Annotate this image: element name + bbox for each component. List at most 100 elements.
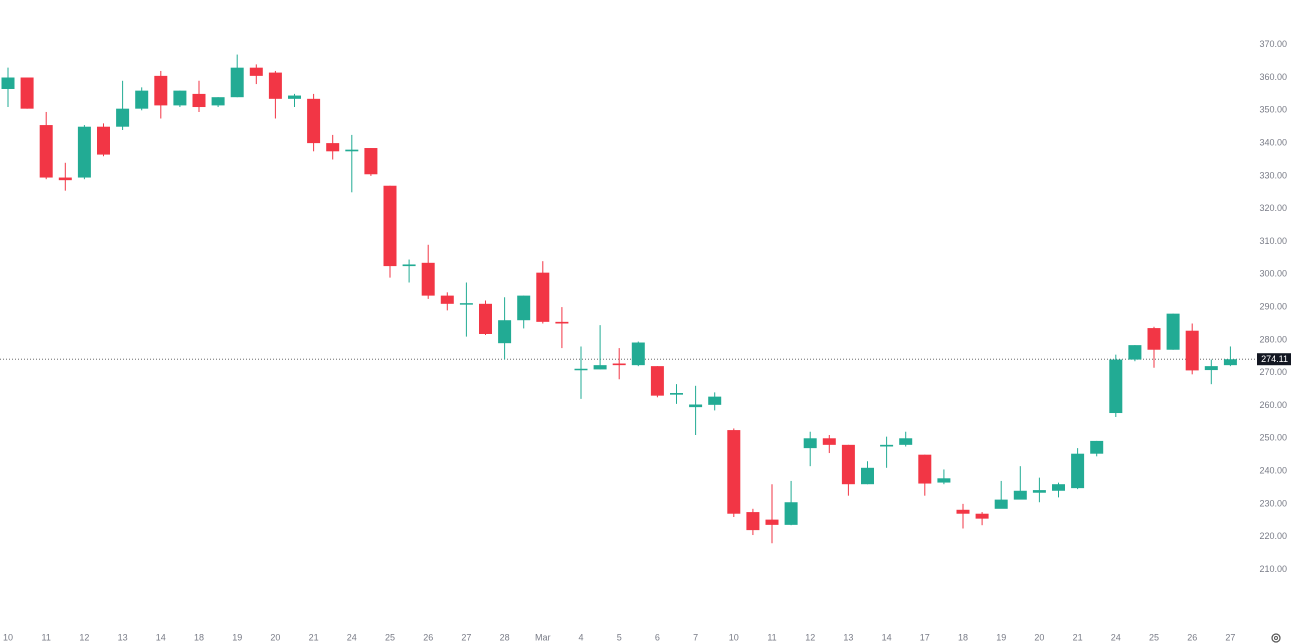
candle-body	[1090, 440, 1104, 454]
candle	[1223, 346, 1237, 367]
candle-body	[975, 513, 989, 519]
candle	[345, 134, 359, 193]
candle-body	[1052, 484, 1065, 491]
candle-body	[459, 303, 473, 305]
candle	[307, 93, 321, 152]
candle-body	[670, 393, 683, 395]
x-tick-label: 24	[1111, 632, 1121, 642]
candle-body	[345, 149, 359, 152]
candle-body	[440, 295, 454, 304]
candle	[880, 436, 894, 468]
y-tick-label: 280.00	[1259, 334, 1287, 344]
y-tick-label: 320.00	[1259, 203, 1287, 213]
candle	[364, 148, 378, 176]
candle	[689, 385, 703, 436]
candle	[536, 261, 550, 324]
candle-body	[918, 454, 932, 484]
x-tick-label: 27	[1225, 632, 1235, 642]
candle	[1032, 477, 1046, 503]
y-tick-label: 260.00	[1259, 400, 1287, 410]
candle-body	[746, 512, 760, 531]
candle	[956, 503, 970, 529]
candle-body	[230, 67, 244, 98]
y-tick-label: 230.00	[1259, 498, 1287, 508]
candle	[440, 292, 454, 311]
candle	[918, 454, 932, 496]
candle-body	[822, 438, 836, 445]
candle-body	[555, 321, 569, 324]
candle	[1204, 359, 1218, 385]
x-tick-label: 12	[805, 632, 815, 642]
candle-body	[1013, 490, 1027, 500]
candle-body	[1, 77, 15, 89]
x-tick-label: 26	[1187, 632, 1197, 642]
candle-body	[956, 509, 970, 514]
candle	[268, 70, 282, 119]
candle-body	[268, 72, 282, 99]
candle-body	[135, 90, 149, 109]
candle	[612, 348, 626, 380]
x-tick-label: 27	[461, 632, 471, 642]
candle-body	[173, 90, 187, 106]
candle	[402, 259, 416, 283]
candle-body	[1071, 453, 1085, 489]
x-tick-label: 20	[1034, 632, 1044, 642]
candle	[574, 346, 588, 399]
candle	[727, 428, 741, 517]
x-tick-label: 12	[79, 632, 89, 642]
candle-body	[1109, 359, 1123, 414]
candle-body	[288, 95, 301, 99]
y-tick-label: 210.00	[1259, 564, 1287, 574]
gear-hub	[1274, 636, 1278, 640]
candle-body	[498, 320, 512, 344]
x-tick-label: 26	[423, 632, 433, 642]
candle-body	[192, 93, 206, 108]
last-price-badge	[1257, 353, 1291, 366]
candle-body	[650, 366, 664, 396]
candle-body	[1185, 330, 1199, 371]
x-tick-label: 28	[500, 632, 510, 642]
candle	[459, 282, 473, 337]
candle-body	[211, 97, 225, 106]
x-tick-label: 14	[882, 632, 892, 642]
candle-body	[612, 363, 626, 366]
candle	[746, 508, 760, 536]
candle-body	[97, 126, 110, 155]
candle	[1166, 313, 1180, 350]
x-tick-label: 21	[1073, 632, 1083, 642]
x-tick-label: 19	[232, 632, 242, 642]
candle	[498, 297, 512, 360]
candle-body	[77, 126, 91, 178]
candle	[211, 97, 225, 108]
candle	[421, 244, 435, 299]
candle-body	[1204, 366, 1218, 371]
candle	[97, 123, 110, 157]
x-tick-label: 20	[270, 632, 280, 642]
candle-body	[574, 368, 588, 371]
x-tick-label: 18	[958, 632, 968, 642]
candle-body	[116, 108, 130, 127]
candle	[899, 431, 913, 447]
candle	[1013, 466, 1027, 500]
y-tick-label: 240.00	[1259, 465, 1287, 475]
candle	[593, 325, 607, 370]
candle	[784, 480, 798, 526]
x-tick-label: 24	[347, 632, 357, 642]
candle	[803, 431, 817, 467]
candle	[631, 341, 645, 367]
candle	[517, 295, 531, 329]
candle-body	[402, 264, 416, 267]
x-tick-label: 7	[693, 632, 698, 642]
candle-body	[20, 77, 34, 109]
y-tick-label: 310.00	[1259, 236, 1287, 246]
candle	[20, 77, 34, 109]
candle	[1147, 326, 1161, 368]
candle-body	[326, 143, 340, 152]
x-tick-label: 14	[156, 632, 166, 642]
candle	[841, 444, 855, 496]
candle-body	[994, 499, 1008, 509]
settings-icon[interactable]	[1271, 633, 1281, 643]
candle-body	[39, 125, 53, 178]
candle-body	[383, 185, 397, 267]
candle-body	[479, 303, 492, 334]
